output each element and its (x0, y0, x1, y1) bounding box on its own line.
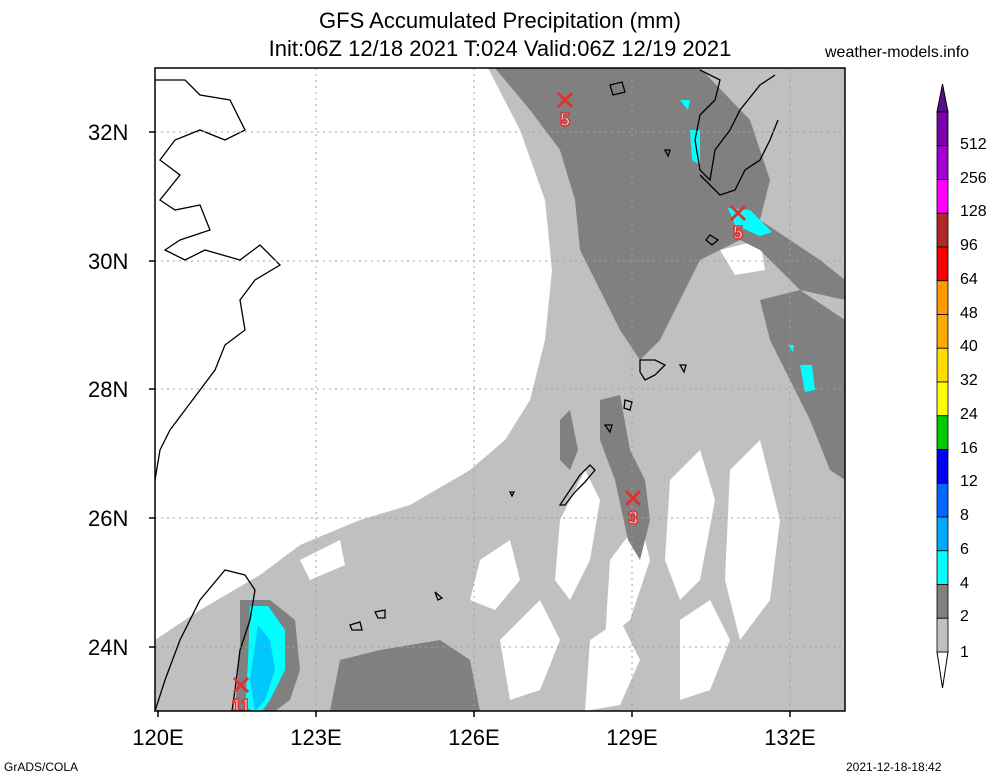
max-marker-okinawa-label: 3 (628, 508, 638, 528)
colorbar-swatch-4 (936, 550, 949, 585)
colorbar-swatch-6 (936, 516, 949, 552)
coastlines (155, 69, 779, 711)
dry-gap-1 (555, 470, 600, 600)
max-marker-north: 5 (556, 91, 574, 131)
colorbar-label-12: 12 (960, 473, 978, 491)
dry-gap-6 (585, 620, 640, 711)
chart-subtitle: Init:06Z 12/18 2021 T:024 Valid:06Z 12/1… (268, 36, 732, 61)
precip-area-4mm-3 (680, 100, 690, 110)
colorbar-label-24: 24 (960, 405, 978, 423)
colorbar-label-256: 256 (960, 169, 987, 187)
lat-label-32n: 32N (88, 120, 129, 145)
colorbar-swatch-40 (936, 314, 949, 349)
colorbar-bottom-cap (936, 651, 949, 689)
colorbar-label-48: 48 (960, 304, 978, 322)
colorbar-swatch-24 (936, 381, 949, 417)
max-marker-okinawa: 3 (624, 489, 642, 529)
max-marker-taiwan-label: 11 (231, 696, 250, 716)
colorbar-swatch-128 (936, 179, 949, 214)
colorbar-label-16: 16 (960, 439, 978, 457)
coast-china (155, 79, 282, 481)
dry-gap-4 (725, 440, 780, 640)
dry-gap-5 (500, 600, 560, 700)
chart-title: GFS Accumulated Precipitation (mm) (319, 8, 681, 33)
colorbar-top-cap (936, 83, 949, 113)
max-markers: 5 5 3 11 (231, 91, 747, 716)
precip-area-6mm (250, 625, 275, 711)
dry-gap-10 (300, 540, 345, 580)
colorbar-label-1: 1 (960, 644, 969, 661)
precip-area-2mm-north (495, 68, 845, 360)
lat-label-30n: 30N (88, 249, 129, 274)
lon-label-129e: 129E (606, 725, 658, 750)
lat-label-26n: 26N (88, 506, 129, 531)
footer-credit: GrADS/COLA (4, 760, 79, 774)
precip-area-4mm-5 (788, 345, 794, 352)
dry-gap-7 (680, 600, 730, 700)
footer-timestamp: 2021-12-18-18:42 (846, 760, 942, 774)
colorbar (936, 83, 949, 689)
coast-kyushu (639, 69, 779, 381)
colorbar-swatch-64 (936, 246, 949, 282)
precip-area-2mm-mid (600, 395, 650, 560)
colorbar-swatch-96 (936, 212, 949, 248)
lon-label-126e: 126E (448, 725, 500, 750)
colorbar-swatch-12 (936, 449, 949, 484)
coast-taiwan (155, 569, 256, 711)
lon-label-120e: 120E (132, 725, 184, 750)
colorbar-label-2: 2 (960, 608, 969, 626)
max-marker-kyushu: 5 (729, 204, 747, 244)
colorbar-swatch-32 (936, 347, 949, 383)
precip-area-2mm-small (560, 410, 578, 470)
dry-gap-9 (720, 240, 765, 275)
colorbar-label-6: 6 (960, 540, 969, 558)
colorbar-label-96: 96 (960, 237, 978, 254)
colorbar-label-64: 64 (960, 270, 978, 288)
colorbar-label-8: 8 (960, 507, 969, 524)
lon-label-123e: 123E (290, 725, 342, 750)
colorbar-swatch-256 (936, 145, 949, 180)
precip-area-2mm-east (760, 290, 845, 480)
coast-north-islands (603, 81, 687, 434)
colorbar-swatch-2 (936, 584, 949, 619)
colorbar-label-40: 40 (960, 338, 978, 356)
colorbar-label-512: 512 (960, 135, 987, 153)
dry-gap-8 (470, 540, 520, 610)
lat-label-24n: 24N (88, 635, 129, 660)
precip-area-4mm-4 (800, 365, 815, 392)
max-marker-taiwan: 11 (231, 676, 251, 716)
dry-gap-3 (665, 450, 715, 600)
colorbar-swatch-48 (936, 280, 949, 315)
coast-okinawa (349, 399, 633, 631)
colorbar-swatch-512 (936, 111, 949, 147)
max-marker-kyushu-label: 5 (733, 223, 743, 243)
colorbar-swatch-8 (936, 482, 949, 518)
axis-ticks (149, 131, 791, 717)
site-label: weather-models.info (825, 44, 970, 61)
colorbar-label-4: 4 (960, 574, 969, 592)
max-marker-north-label: 5 (560, 110, 570, 130)
colorbar-swatch-1 (936, 617, 949, 653)
colorbar-swatch-16 (936, 415, 949, 450)
gridlines (155, 68, 845, 711)
precip-area-2mm-south (330, 640, 480, 711)
colorbar-label-32: 32 (960, 372, 978, 389)
colorbar-label-128: 128 (960, 203, 987, 221)
lon-label-132e: 132E (764, 725, 816, 750)
lat-label-28n: 28N (88, 377, 129, 402)
